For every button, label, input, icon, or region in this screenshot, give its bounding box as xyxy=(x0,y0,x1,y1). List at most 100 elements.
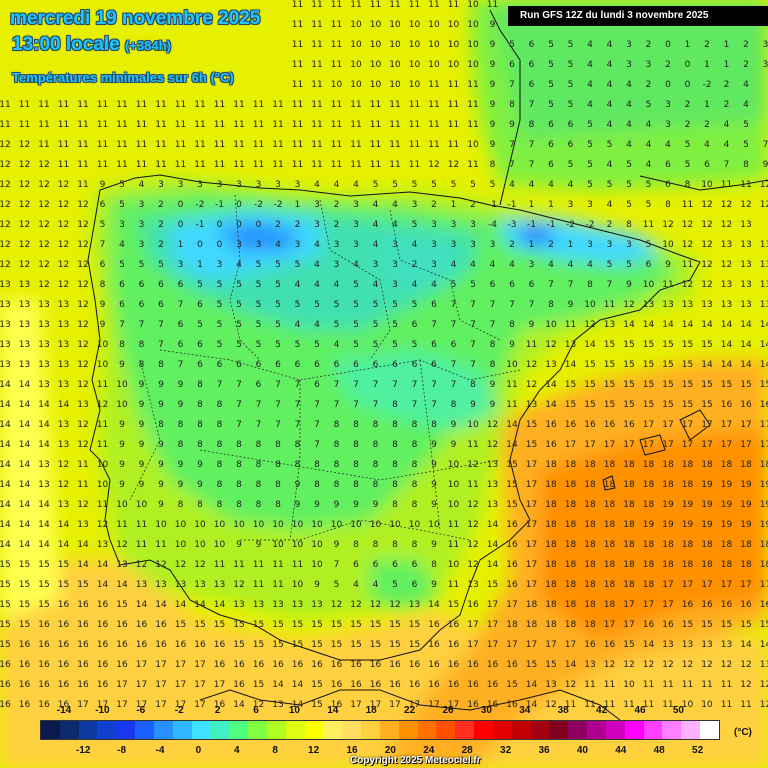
grid-value: 8 xyxy=(236,440,242,450)
grid-value: 7 xyxy=(314,420,320,430)
grid-value: 7 xyxy=(158,340,164,350)
grid-value: 18 xyxy=(720,540,733,550)
grid-value: 11 xyxy=(18,100,31,110)
grid-value: 17 xyxy=(174,700,187,710)
grid-value: 11 xyxy=(213,160,226,170)
grid-value: 6 xyxy=(275,360,281,370)
grid-value: 15 xyxy=(642,380,655,390)
grid-value: 6 xyxy=(216,360,223,370)
grid-value: 18 xyxy=(603,560,616,570)
grid-value: 18 xyxy=(584,620,596,630)
grid-value: 12 xyxy=(77,380,89,390)
grid-value: 8 xyxy=(489,340,496,350)
grid-value: 13 xyxy=(96,540,109,550)
grid-value: 11 xyxy=(155,100,167,110)
grid-value: 4 xyxy=(606,120,613,130)
grid-value: 8 xyxy=(216,460,223,470)
grid-value: 18 xyxy=(662,480,674,490)
grid-value: 18 xyxy=(701,460,713,470)
grid-value: 10 xyxy=(194,520,206,530)
legend-swatch xyxy=(587,721,606,739)
grid-value: 15 xyxy=(18,600,31,610)
grid-value: 6 xyxy=(353,360,359,370)
grid-value: 12 xyxy=(428,160,440,170)
grid-value: 8 xyxy=(509,320,515,330)
grid-value: 15 xyxy=(18,620,31,630)
grid-value: 19 xyxy=(740,480,752,490)
grid-value: 6 xyxy=(392,360,398,370)
grid-value: 14 xyxy=(96,560,109,570)
grid-value: 3 xyxy=(138,200,145,210)
grid-value: 17 xyxy=(740,580,752,590)
grid-value: 13 xyxy=(194,580,206,590)
grid-value: 17 xyxy=(135,680,148,690)
grid-value: 6 xyxy=(528,80,535,90)
grid-value: 12 xyxy=(38,180,50,190)
grid-value: 11 xyxy=(96,120,109,130)
grid-value: 11 xyxy=(18,120,31,130)
grid-value: 4 xyxy=(372,220,379,230)
grid-value: 4 xyxy=(626,100,632,110)
grid-value: 11 xyxy=(486,0,499,10)
grid-value: 16 xyxy=(116,620,128,630)
grid-value: 14 xyxy=(545,400,557,410)
grid-value: 12 xyxy=(720,660,733,670)
grid-value: 9 xyxy=(450,420,457,430)
grid-value: 18 xyxy=(740,540,752,550)
grid-value: 11 xyxy=(233,100,245,110)
grid-value: 10 xyxy=(330,520,343,530)
grid-value: 12 xyxy=(57,240,70,250)
grid-value: 15 xyxy=(662,360,674,370)
grid-value: 11 xyxy=(428,120,440,130)
grid-value: 11 xyxy=(291,80,304,90)
legend-swatch xyxy=(361,721,380,739)
grid-value: 11 xyxy=(96,160,109,170)
grid-value: 4 xyxy=(645,160,652,170)
grid-value: 2 xyxy=(431,200,437,210)
grid-value: 18 xyxy=(623,480,635,490)
grid-value: 15 xyxy=(252,620,265,630)
grid-value: 8 xyxy=(372,420,379,430)
grid-value: 14 xyxy=(525,680,538,690)
grid-value: 8 xyxy=(353,480,359,490)
grid-value: 12 xyxy=(77,340,89,350)
grid-value: 4 xyxy=(470,260,476,270)
grid-value: 3 xyxy=(353,220,359,230)
grid-value: 4 xyxy=(392,220,398,230)
grid-value: 12 xyxy=(252,700,265,710)
grid-value: 18 xyxy=(545,600,557,610)
grid-value: 13 xyxy=(525,400,538,410)
grid-value: 12 xyxy=(77,260,89,270)
grid-value: 4 xyxy=(606,60,613,70)
grid-value: 14 xyxy=(642,320,655,330)
grid-value: 16 xyxy=(38,700,50,710)
grid-value: 10 xyxy=(408,60,421,70)
grid-value: 6 xyxy=(645,260,652,270)
grid-value: 12 xyxy=(57,180,70,190)
grid-value: 17 xyxy=(642,420,655,430)
grid-value: 7 xyxy=(236,420,242,430)
grid-value: 5 xyxy=(353,300,359,310)
grid-value: 19 xyxy=(681,520,694,530)
grid-value: 6 xyxy=(138,300,145,310)
grid-value: 11 xyxy=(155,140,167,150)
grid-value: 16 xyxy=(330,680,343,690)
grid-value: 5 xyxy=(392,320,398,330)
grid-value: 10 xyxy=(311,520,323,530)
grid-value: 8 xyxy=(216,400,223,410)
grid-value: 10 xyxy=(369,520,382,530)
grid-value: 10 xyxy=(467,60,479,70)
grid-value: 12 xyxy=(18,260,31,270)
grid-value: 16 xyxy=(486,700,499,710)
grid-value: 14 xyxy=(720,320,733,330)
grid-value: -1 xyxy=(546,220,556,230)
grid-value: 5 xyxy=(216,300,223,310)
grid-value: 11 xyxy=(350,140,362,150)
grid-value: 11 xyxy=(233,140,245,150)
grid-value: 10 xyxy=(350,520,362,530)
grid-value: 17 xyxy=(135,700,148,710)
grid-value: 11 xyxy=(369,140,382,150)
grid-value: 15 xyxy=(623,380,635,390)
grid-value: 15 xyxy=(369,640,382,650)
grid-value: 16 xyxy=(545,440,557,450)
